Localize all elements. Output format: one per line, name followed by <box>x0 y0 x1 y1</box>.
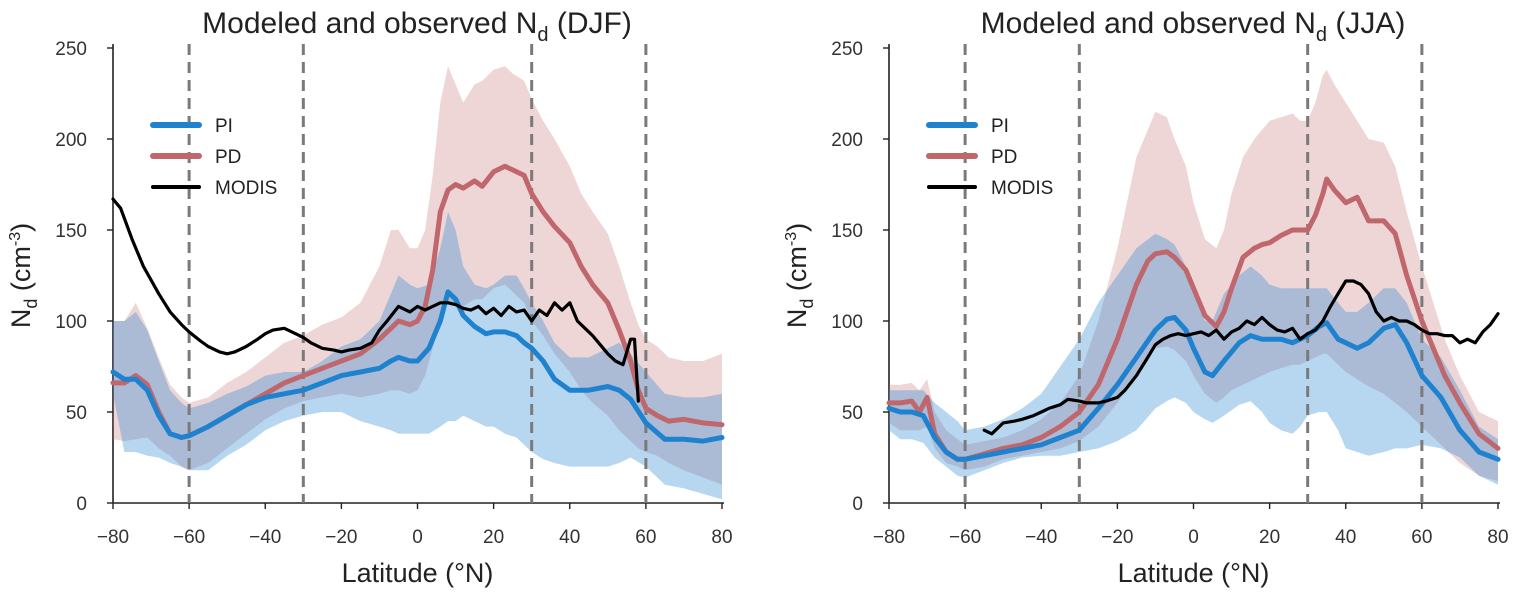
y-tick-label: 200 <box>55 130 87 151</box>
chart-title: Modeled and observed Nd (DJF) <box>202 7 632 46</box>
range-band-pi <box>113 211 722 500</box>
x-tick-label: −40 <box>249 527 281 548</box>
series-line-modis <box>111 197 640 403</box>
chart-panel-djf: Modeled and observed Nd (DJF) 0 50 100 150 20… <box>6 7 733 588</box>
legend-label-pd: PD <box>215 147 241 168</box>
x-tick-label: −20 <box>1101 527 1133 548</box>
series-line-modis <box>982 279 1500 436</box>
series-line-pi <box>110 289 725 444</box>
chart-title-suffix: (JJA) <box>1327 7 1405 40</box>
x-tick-label: 0 <box>1188 527 1199 548</box>
y-axis-label: Nd (cm-3) <box>6 223 41 328</box>
y-tick-label: 150 <box>831 221 863 242</box>
chart-title-text: Modeled and observed N <box>981 7 1316 40</box>
chart-title-subscript: d <box>537 24 548 46</box>
x-tick-label: 20 <box>1259 527 1280 548</box>
y-tick-label: 50 <box>842 403 863 424</box>
legend: PI PD MODIS <box>150 116 277 199</box>
x-tick-label: 60 <box>1411 527 1432 548</box>
legend-label-pi: PI <box>991 116 1009 137</box>
y-tick-label: 150 <box>55 221 87 242</box>
x-tick-label: 40 <box>1335 527 1356 548</box>
x-tick-label: 20 <box>483 527 504 548</box>
y-tick-label: 200 <box>831 130 863 151</box>
x-tick-label: −60 <box>173 527 205 548</box>
range-band-pd <box>889 69 1498 482</box>
y-tick-label: 250 <box>831 39 863 60</box>
x-tick-label: 0 <box>412 527 423 548</box>
range-band-pi <box>889 233 1498 485</box>
chart-title-text: Modeled and observed N <box>202 7 537 40</box>
y-tick-label: 0 <box>76 494 87 515</box>
x-axis-label: Latitude (°N) <box>342 558 494 588</box>
chart-title: Modeled and observed Nd (JJA) <box>981 7 1406 46</box>
x-tick-label: 80 <box>1487 527 1508 548</box>
legend-label-modis: MODIS <box>215 178 277 199</box>
chart-title-subscript: d <box>1316 24 1327 46</box>
y-tick-label: 100 <box>831 312 863 333</box>
x-tick-label: −20 <box>325 527 357 548</box>
legend: PI PD MODIS <box>926 116 1053 199</box>
y-tick-label: 0 <box>852 494 863 515</box>
x-tick-label: −60 <box>949 527 981 548</box>
x-tick-label: 80 <box>711 527 732 548</box>
x-tick-label: 40 <box>559 527 580 548</box>
chart-panel-jja: Modeled and observed Nd (JJA) 0 50 100 150 20… <box>782 7 1509 588</box>
x-tick-label: −80 <box>97 527 129 548</box>
y-tick-label: 250 <box>55 39 87 60</box>
y-axis-label: Nd (cm-3) <box>782 223 817 328</box>
chart-title-suffix: (DJF) <box>549 7 632 40</box>
range-band-pd <box>113 66 722 485</box>
legend-label-pd: PD <box>991 147 1017 168</box>
x-tick-label: 60 <box>635 527 656 548</box>
y-tick-label: 50 <box>66 403 87 424</box>
x-axis-label: Latitude (°N) <box>1118 558 1270 588</box>
legend-label-pi: PI <box>215 116 233 137</box>
series-line-pi <box>886 314 1501 462</box>
x-tick-label: −40 <box>1025 527 1057 548</box>
legend-label-modis: MODIS <box>991 178 1053 199</box>
x-tick-label: −80 <box>873 527 905 548</box>
y-tick-label: 100 <box>55 312 87 333</box>
